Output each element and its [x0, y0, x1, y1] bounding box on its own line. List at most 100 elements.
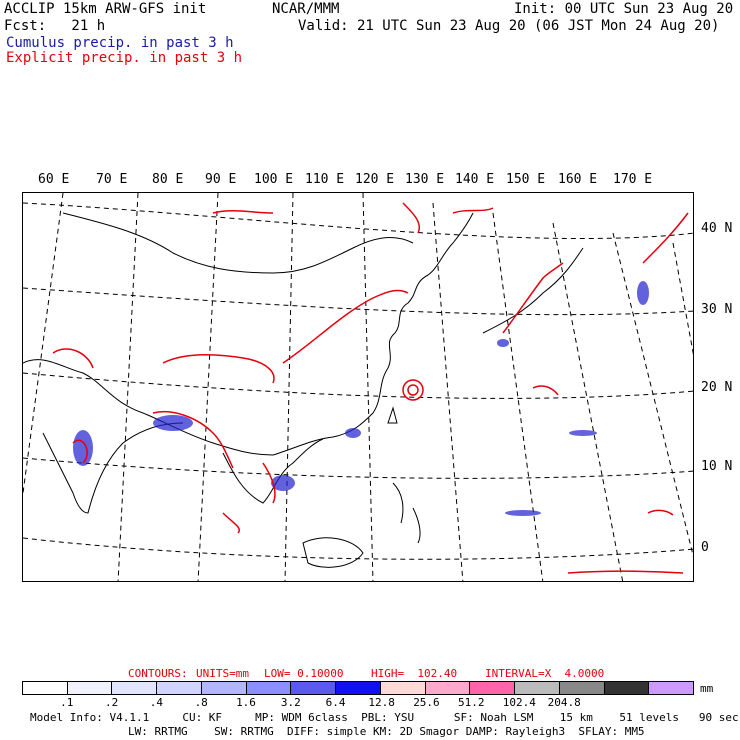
lon-label: 100 E: [254, 172, 294, 187]
contours-interval: INTERVAL=X 4.0000: [485, 667, 605, 680]
explicit-cells-bay: [152, 411, 234, 469]
lon-label: 160 E: [558, 172, 598, 187]
colorbar-tick-label: .4: [149, 696, 164, 709]
valid-time: Valid: 21 UTC Sun 23 Aug 20 (06 JST Mon …: [298, 18, 720, 34]
legend-explicit: Explicit precip. in past 3 h: [6, 50, 243, 66]
cumulus-precip: [73, 281, 649, 516]
colorbar-swatch: [559, 682, 605, 694]
colorbar-swatch: [157, 682, 202, 694]
latitude-line-10n: [23, 457, 693, 479]
lon-label: 60 E: [38, 172, 70, 187]
lat-label: 10 N: [701, 459, 733, 474]
colorbar-tick-label: 102.4: [502, 696, 536, 709]
longitude-line-120e: [362, 193, 374, 581]
explicit-cells-india: [52, 348, 94, 464]
cumulus-cell-indochina: [271, 475, 295, 491]
explicit-band-nw-pacific: [642, 212, 689, 264]
institution-label: NCAR/MMM: [272, 1, 340, 17]
colorbar-tick-label: 204.8: [547, 696, 581, 709]
longitude-line-100e: [197, 193, 219, 581]
colorbar-tick-label: 6.4: [325, 696, 346, 709]
colorbar-unit: mm: [700, 682, 714, 695]
cumulus-cell-india: [73, 430, 93, 466]
typhoon-center: [402, 379, 424, 401]
cumulus-cell-pacific-4: [637, 281, 649, 305]
longitude-line-170e: [672, 242, 693, 355]
colorbar-swatch: [425, 682, 471, 694]
map-canvas: [23, 193, 693, 581]
lat-label: 40 N: [701, 221, 733, 236]
longitude-line-80e: [23, 193, 64, 494]
coastlines: [23, 212, 584, 568]
japan-coast: [482, 247, 584, 334]
explicit-band-china: [282, 289, 409, 364]
colorbar-swatch: [112, 682, 158, 694]
colorbar-swatch: [336, 682, 381, 694]
explicit-band-japan: [502, 262, 564, 334]
latitude-line-40n: [23, 202, 693, 240]
asia-coastline: [23, 212, 474, 456]
india-coast: [42, 422, 184, 514]
explicit-cells-north: [212, 202, 494, 234]
colorbar-swatch: [246, 682, 292, 694]
explicit-cells-indochina: [222, 462, 276, 534]
legend-cumulus: Cumulus precip. in past 3 h: [6, 35, 234, 51]
explicit-cells-himalaya: [162, 353, 275, 384]
lon-label: 120 E: [355, 172, 395, 187]
cumulus-cell-pacific-2: [569, 430, 597, 436]
taiwan: [387, 406, 398, 424]
cumulus-cell-scs: [345, 428, 361, 438]
borneo: [302, 537, 364, 568]
lat-label: 30 N: [701, 302, 733, 317]
physics-info: LW: RRTMG SW: RRTMG DIFF: simple KM: 2D …: [128, 725, 645, 738]
explicit-cells-pacific: [532, 385, 674, 516]
longitude-line-160e: [612, 232, 693, 558]
lon-label: 70 E: [96, 172, 128, 187]
contours-units: UNITS=mm: [196, 667, 249, 680]
forecast-hour: Fcst: 21 h: [4, 18, 106, 34]
cumulus-cell-bay: [153, 415, 193, 431]
latitude-line-0: [23, 537, 693, 560]
colorbar-tick-label: 51.2: [458, 696, 485, 709]
longitude-line-130e: [432, 202, 464, 581]
longitude-line-90e: [117, 193, 139, 581]
latitude-line-30n: [23, 287, 693, 316]
colorbar-swatch: [649, 682, 694, 694]
precipitation-map: [22, 192, 694, 582]
lon-label: 80 E: [152, 172, 184, 187]
longitude-line-110e: [284, 193, 294, 581]
lon-label: 110 E: [305, 172, 345, 187]
precip-colorbar: [22, 681, 694, 695]
colorbar-tick-label: .8: [194, 696, 208, 709]
longitude-line-140e: [492, 212, 544, 581]
china-border: [62, 212, 414, 274]
explicit-precip: [52, 202, 689, 574]
latitude-line-20n: [23, 372, 693, 399]
lon-label: 90 E: [205, 172, 237, 187]
colorbar-tick-label: .1: [60, 696, 74, 709]
indochina-coast: [222, 438, 324, 504]
colorbar-swatch: [515, 682, 560, 694]
colorbar-swatch: [201, 682, 247, 694]
philippines: [392, 482, 421, 544]
typhoon-ring: [407, 384, 419, 396]
model-title: ACCLIP 15km ARW-GFS init: [4, 1, 207, 17]
lon-label: 150 E: [506, 172, 546, 187]
contours-low: LOW= 0.10000: [264, 667, 344, 680]
model-info: Model Info: V4.1.1 CU: KF MP: WDM 6class…: [30, 711, 739, 724]
colorbar-swatch: [604, 682, 650, 694]
colorbar-swatch: [380, 682, 426, 694]
colorbar-swatch: [291, 682, 337, 694]
lon-label: 130 E: [405, 172, 445, 187]
colorbar-tick-label: 1.6: [236, 696, 256, 709]
colorbar-swatch: [470, 682, 516, 694]
init-time: Init: 00 UTC Sun 23 Aug 20: [514, 1, 734, 17]
longitude-line-150e: [552, 222, 624, 581]
lon-label: 170 E: [613, 172, 653, 187]
cumulus-cell-pacific-1: [497, 339, 509, 347]
colorbar-tick-label: 3.2: [280, 696, 301, 709]
lat-label: 20 N: [701, 380, 733, 395]
lon-label: 140 E: [455, 172, 495, 187]
colorbar-tick-label: 12.8: [368, 696, 395, 709]
colorbar-swatch: [67, 682, 113, 694]
